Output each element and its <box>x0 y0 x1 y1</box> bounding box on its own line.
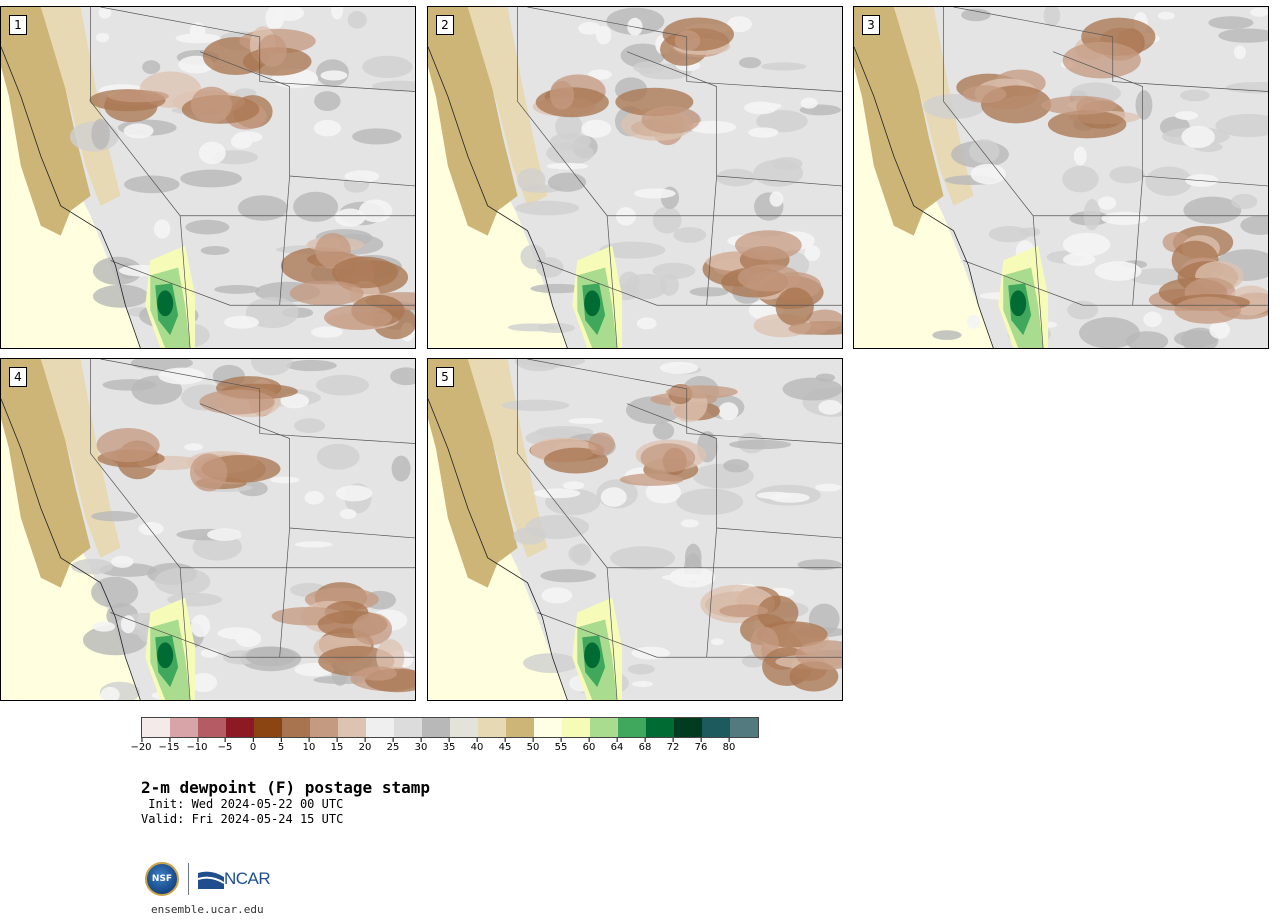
ensemble-member-panel-3: 3 <box>853 6 1269 349</box>
ensemble-member-panel-5: 5 <box>427 358 843 701</box>
member-number-label: 1 <box>9 15 27 35</box>
colorbar-tick: 35 <box>443 738 455 753</box>
colorbar-swatch <box>338 718 366 737</box>
dewpoint-map-1 <box>1 7 415 348</box>
website-url: ensemble.ucar.edu <box>151 903 264 916</box>
colorbar-tick: 60 <box>583 738 595 753</box>
colorbar-swatch <box>422 718 450 737</box>
colorbar-tick: 68 <box>639 738 651 753</box>
colorbar-swatch <box>394 718 422 737</box>
colorbar-tick: 0 <box>250 738 256 753</box>
colorbar-swatch <box>674 718 702 737</box>
colorbar-swatch <box>730 718 758 737</box>
colorbar-swatch <box>366 718 394 737</box>
colorbar-tick: 55 <box>555 738 567 753</box>
colorbar-tick: 45 <box>499 738 511 753</box>
colorbar-swatch <box>646 718 674 737</box>
colorbar-swatch <box>310 718 338 737</box>
colorbar-tick: 76 <box>695 738 707 753</box>
colorbar-tick-labels: −20 −15 −10 −5 0 5 10 15 20 25 30 35 40 45 50 55 60 64 68 7… <box>130 738 761 758</box>
member-number-label: 5 <box>436 367 454 387</box>
colorbar-tick: 40 <box>471 738 483 753</box>
colorbar-tick: 50 <box>527 738 539 753</box>
ensemble-member-panel-4: 4 <box>0 358 416 701</box>
colorbar-swatch <box>506 718 534 737</box>
colorbar-tick: 10 <box>303 738 315 753</box>
ncar-logo: NCAR <box>198 869 271 889</box>
dewpoint-map-2 <box>428 7 842 348</box>
chart-title: 2-m dewpoint (F) postage stamp <box>141 778 430 797</box>
colorbar-swatch <box>254 718 282 737</box>
colorbar-tick: 30 <box>415 738 427 753</box>
colorbar-tick: −15 <box>158 738 180 753</box>
dewpoint-map-4 <box>1 359 415 700</box>
dewpoint-colorbar <box>141 717 759 738</box>
ensemble-member-panel-1: 1 <box>0 6 416 349</box>
sponsor-logos: NSF NCAR <box>145 862 271 896</box>
dewpoint-map-3 <box>854 7 1268 348</box>
colorbar-swatch <box>226 718 254 737</box>
member-number-label: 3 <box>862 15 880 35</box>
valid-time: Valid: Fri 2024-05-24 15 UTC <box>141 812 344 826</box>
colorbar-swatch <box>170 718 198 737</box>
ncar-mark-icon <box>198 871 224 889</box>
logo-divider <box>188 863 189 895</box>
colorbar-swatch <box>478 718 506 737</box>
ensemble-member-panel-2: 2 <box>427 6 843 349</box>
colorbar-swatch <box>562 718 590 737</box>
colorbar-tick: 20 <box>359 738 371 753</box>
colorbar-tick: −20 <box>130 738 152 753</box>
colorbar-swatch <box>702 718 730 737</box>
dewpoint-map-5 <box>428 359 842 700</box>
colorbar-swatch <box>450 718 478 737</box>
colorbar-swatch <box>618 718 646 737</box>
colorbar-tick: 72 <box>667 738 679 753</box>
colorbar-tick: −10 <box>186 738 208 753</box>
colorbar-swatch <box>282 718 310 737</box>
colorbar-tick: −5 <box>218 738 232 753</box>
colorbar-swatch <box>198 718 226 737</box>
colorbar-tick: 25 <box>387 738 399 753</box>
colorbar-tick: 15 <box>331 738 343 753</box>
colorbar-tick: 64 <box>611 738 623 753</box>
colorbar-swatch <box>590 718 618 737</box>
colorbar-swatch <box>142 718 170 737</box>
nsf-logo: NSF <box>145 862 179 896</box>
colorbar-tick: 5 <box>278 738 284 753</box>
colorbar-tick: 80 <box>723 738 735 753</box>
member-number-label: 4 <box>9 367 27 387</box>
member-number-label: 2 <box>436 15 454 35</box>
colorbar-swatch <box>534 718 562 737</box>
init-time: Init: Wed 2024-05-22 00 UTC <box>141 797 344 811</box>
